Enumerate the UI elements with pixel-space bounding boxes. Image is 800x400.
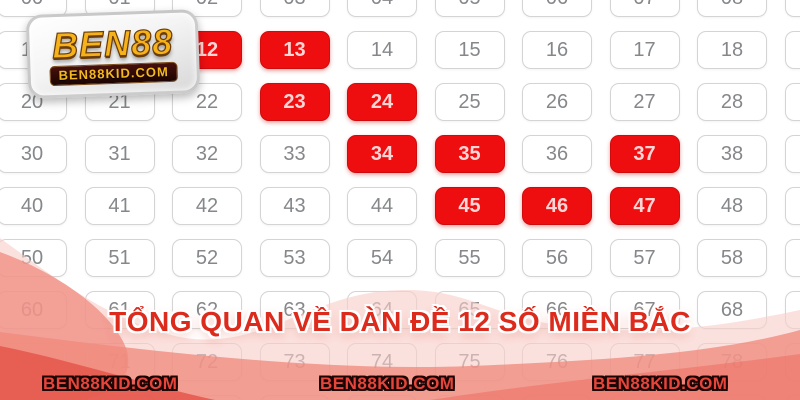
number-cell-72[interactable]: 72 — [172, 343, 242, 381]
number-cell-23[interactable]: 23 — [259, 83, 330, 121]
number-cell-43[interactable]: 43 — [259, 187, 330, 225]
number-cell-84[interactable]: 84 — [347, 395, 417, 400]
number-cell-33[interactable]: 33 — [259, 135, 330, 173]
number-cell-86[interactable]: 86 — [522, 395, 592, 400]
number-cell-51[interactable]: 51 — [84, 239, 155, 277]
number-cell-19[interactable]: 19 — [784, 31, 800, 69]
number-cell-58[interactable]: 58 — [697, 239, 767, 277]
number-cell-15[interactable]: 15 — [434, 31, 505, 69]
number-cell-08[interactable]: 08 — [697, 0, 767, 17]
number-cell-44[interactable]: 44 — [347, 187, 417, 225]
page-title: TỔNG QUAN VỀ DÀN ĐỀ 12 SỐ MIỀN BẮC — [109, 306, 691, 337]
number-cell-52[interactable]: 52 — [172, 239, 242, 277]
number-cell-27[interactable]: 27 — [609, 83, 680, 121]
number-cell-69[interactable]: 69 — [784, 291, 800, 329]
number-cell-04[interactable]: 04 — [347, 0, 417, 17]
number-cell-24[interactable]: 24 — [347, 83, 417, 121]
number-cell-53[interactable]: 53 — [259, 239, 330, 277]
number-cell-06[interactable]: 06 — [522, 0, 592, 17]
watermark-left: BEN88KID.COM — [43, 374, 178, 393]
number-cell-31[interactable]: 31 — [84, 135, 155, 173]
number-cell-42[interactable]: 42 — [172, 187, 242, 225]
number-cell-73[interactable]: 73 — [259, 343, 330, 381]
number-cell-81[interactable]: 81 — [84, 395, 155, 400]
number-cell-03[interactable]: 03 — [259, 0, 330, 17]
number-cell-45[interactable]: 45 — [434, 187, 505, 225]
number-cell-35[interactable]: 35 — [434, 135, 505, 173]
number-cell-79[interactable]: 79 — [784, 343, 800, 381]
number-cell-05[interactable]: 05 — [434, 0, 505, 17]
number-cell-40[interactable]: 40 — [0, 187, 67, 225]
number-cell-87[interactable]: 87 — [609, 395, 680, 400]
number-cell-56[interactable]: 56 — [522, 239, 592, 277]
number-cell-85[interactable]: 85 — [434, 395, 505, 400]
number-cell-49[interactable]: 49 — [784, 187, 800, 225]
number-cell-57[interactable]: 57 — [609, 239, 680, 277]
number-cell-83[interactable]: 83 — [259, 395, 330, 400]
number-cell-76[interactable]: 76 — [522, 343, 592, 381]
number-cell-18[interactable]: 18 — [697, 31, 767, 69]
number-cell-16[interactable]: 16 — [522, 31, 592, 69]
number-cell-59[interactable]: 59 — [784, 239, 800, 277]
number-cell-09[interactable]: 09 — [784, 0, 800, 17]
number-cell-14[interactable]: 14 — [347, 31, 417, 69]
number-cell-60[interactable]: 60 — [0, 291, 67, 329]
number-cell-46[interactable]: 46 — [522, 187, 592, 225]
number-cell-28[interactable]: 28 — [697, 83, 767, 121]
logo-domain-text: BEN88KID.COM — [49, 61, 179, 86]
watermark-center: BEN88KID.COM — [320, 374, 455, 393]
ben88-logo[interactable]: BEN88 BEN88KID.COM — [25, 9, 201, 99]
number-cell-48[interactable]: 48 — [697, 187, 767, 225]
number-cell-55[interactable]: 55 — [434, 239, 505, 277]
number-cell-32[interactable]: 32 — [172, 135, 242, 173]
number-cell-17[interactable]: 17 — [609, 31, 680, 69]
number-cell-39[interactable]: 39 — [784, 135, 800, 173]
number-cell-80[interactable]: 80 — [0, 395, 67, 400]
number-cell-41[interactable]: 41 — [84, 187, 155, 225]
number-cell-88[interactable]: 88 — [697, 395, 767, 400]
watermark-right: BEN88KID.COM — [593, 374, 728, 393]
number-cell-47[interactable]: 47 — [609, 187, 680, 225]
number-cell-07[interactable]: 07 — [609, 0, 680, 17]
number-cell-82[interactable]: 82 — [172, 395, 242, 400]
number-cell-29[interactable]: 29 — [784, 83, 800, 121]
number-cell-34[interactable]: 34 — [347, 135, 417, 173]
number-cell-25[interactable]: 25 — [434, 83, 505, 121]
number-cell-22[interactable]: 22 — [172, 83, 242, 121]
number-cell-26[interactable]: 26 — [522, 83, 592, 121]
number-cell-13[interactable]: 13 — [259, 31, 330, 69]
logo-brand-text: BEN88 — [51, 20, 175, 66]
number-cell-36[interactable]: 36 — [522, 135, 592, 173]
number-cell-37[interactable]: 37 — [609, 135, 680, 173]
number-cell-68[interactable]: 68 — [697, 291, 767, 329]
number-cell-50[interactable]: 50 — [0, 239, 67, 277]
number-cell-54[interactable]: 54 — [347, 239, 417, 277]
number-cell-30[interactable]: 30 — [0, 135, 67, 173]
number-cell-89[interactable]: 89 — [784, 395, 800, 400]
number-cell-38[interactable]: 38 — [697, 135, 767, 173]
